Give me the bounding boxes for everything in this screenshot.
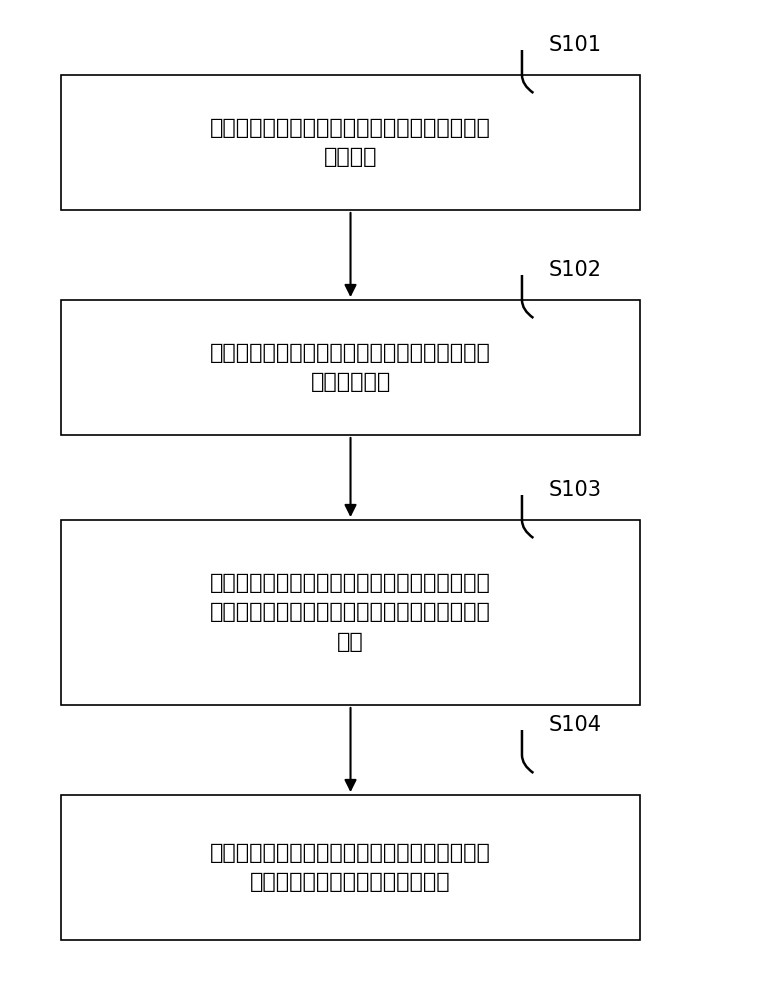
Text: S102: S102 xyxy=(549,260,602,280)
Text: 根据起始行为的时间确定起始行为对应的时间窗
口的起始时间: 根据起始行为的时间确定起始行为对应的时间窗 口的起始时间 xyxy=(210,343,491,392)
Text: 统计目标行为集合中目标行为的个数，并根据个
数确定所述目标行为的目标转化率: 统计目标行为集合中目标行为的个数，并根据个 数确定所述目标行为的目标转化率 xyxy=(210,843,491,892)
Bar xyxy=(61,75,640,210)
Bar xyxy=(61,795,640,940)
Text: 从各个时间窗口的起始时间开始，对目标行为序
列进行划分，得到各个时间窗口对应的目标行为
集合: 从各个时间窗口的起始时间开始，对目标行为序 列进行划分，得到各个时间窗口对应的目… xyxy=(210,573,491,652)
Bar xyxy=(61,300,640,435)
Bar xyxy=(61,520,640,705)
Text: S101: S101 xyxy=(549,35,602,55)
Text: S103: S103 xyxy=(549,480,602,500)
Text: 获取目标行为序列，目标行为序列包括至少一个
起始行为: 获取目标行为序列，目标行为序列包括至少一个 起始行为 xyxy=(210,118,491,167)
Text: S104: S104 xyxy=(549,715,602,735)
